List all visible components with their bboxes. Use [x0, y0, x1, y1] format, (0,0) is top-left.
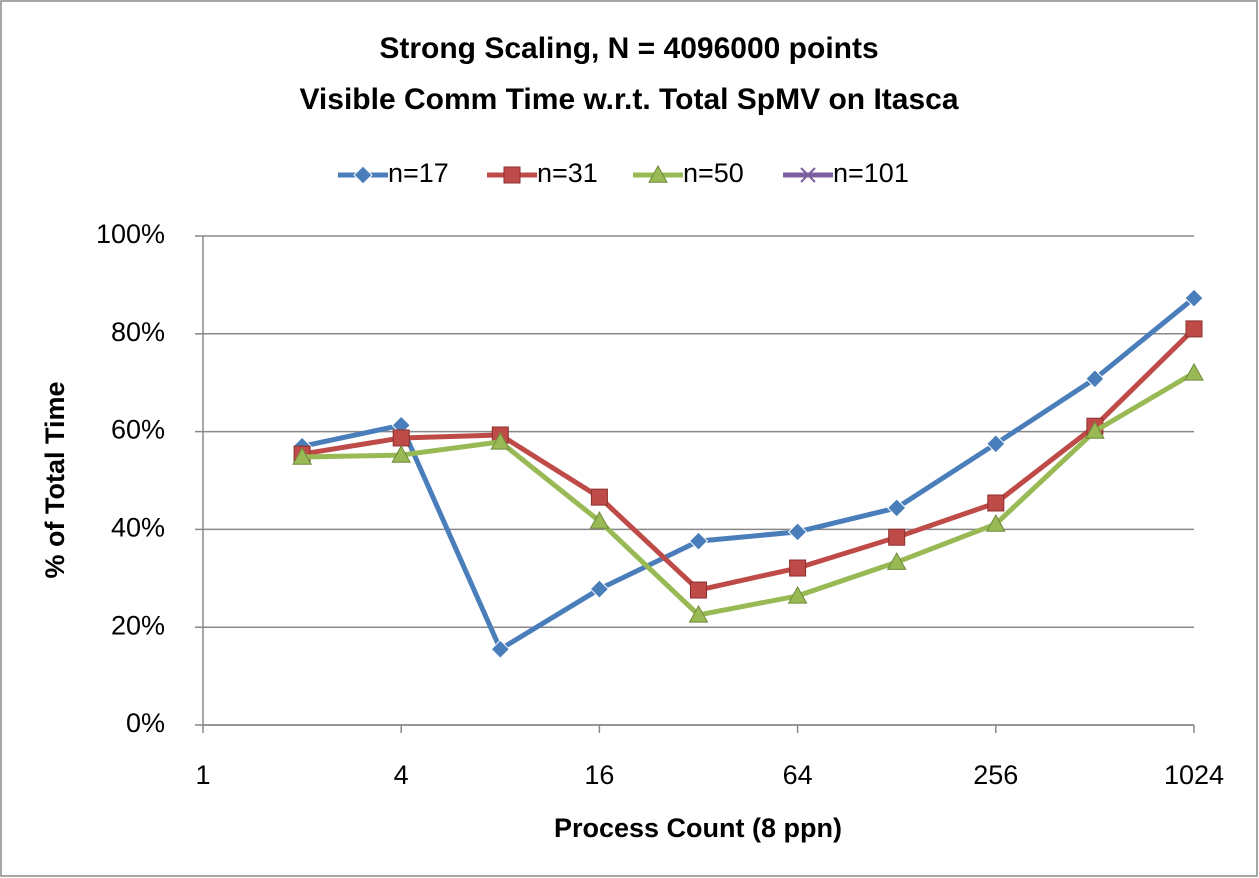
- y-tick-label: 80%: [111, 317, 165, 347]
- legend-label: n=31: [537, 158, 598, 188]
- marker: [888, 528, 906, 546]
- marker: [987, 494, 1005, 512]
- legend-label: n=50: [683, 158, 744, 188]
- marker: [787, 522, 808, 542]
- legend-label: n=101: [833, 158, 909, 188]
- marker: [688, 531, 709, 551]
- legend-marker: [648, 164, 668, 183]
- x-tick-label: 16: [584, 760, 614, 790]
- marker: [490, 639, 511, 659]
- y-axis-title: % of Total Time: [40, 381, 70, 578]
- marker: [392, 429, 410, 447]
- x-tick-label: 1: [195, 760, 210, 790]
- marker: [589, 511, 610, 529]
- x-axis-title: Process Count (8 ppn): [554, 813, 842, 843]
- series-line: [302, 370, 1196, 618]
- legend-label: n=17: [388, 158, 449, 188]
- x-tick-label: 256: [973, 760, 1018, 790]
- marker: [1184, 288, 1204, 308]
- legend-marker: [353, 165, 373, 185]
- marker: [985, 513, 1006, 532]
- y-tick-label: 100%: [96, 219, 165, 249]
- marker: [589, 579, 610, 599]
- y-tick-label: 20%: [111, 610, 165, 640]
- marker: [789, 559, 807, 577]
- marker: [1085, 421, 1105, 439]
- legend-marker: [800, 167, 816, 183]
- marker: [1185, 320, 1203, 338]
- x-tick-label: 64: [783, 760, 813, 790]
- chart-subtitle: Visible Comm Time w.r.t. Total SpMV on I…: [299, 83, 958, 116]
- marker: [391, 445, 412, 463]
- marker: [787, 585, 808, 604]
- series-line: [301, 296, 1196, 652]
- legend-marker: [503, 166, 521, 184]
- y-tick-label: 60%: [111, 415, 165, 445]
- chart-title: Strong Scaling, N = 4096000 points: [379, 32, 878, 65]
- y-tick-label: 40%: [111, 513, 165, 543]
- x-tick-label: 1024: [1164, 760, 1224, 790]
- series-line: [301, 327, 1196, 593]
- marker: [1085, 369, 1105, 389]
- marker: [986, 434, 1006, 454]
- marker: [688, 604, 709, 623]
- marker: [292, 446, 312, 465]
- x-tick-label: 4: [394, 760, 409, 790]
- marker: [886, 498, 907, 518]
- marker: [590, 488, 608, 506]
- marker: [886, 552, 907, 570]
- marker: [690, 581, 707, 599]
- marker: [490, 431, 511, 450]
- marker: [1184, 362, 1204, 381]
- y-tick-label: 0%: [126, 708, 165, 738]
